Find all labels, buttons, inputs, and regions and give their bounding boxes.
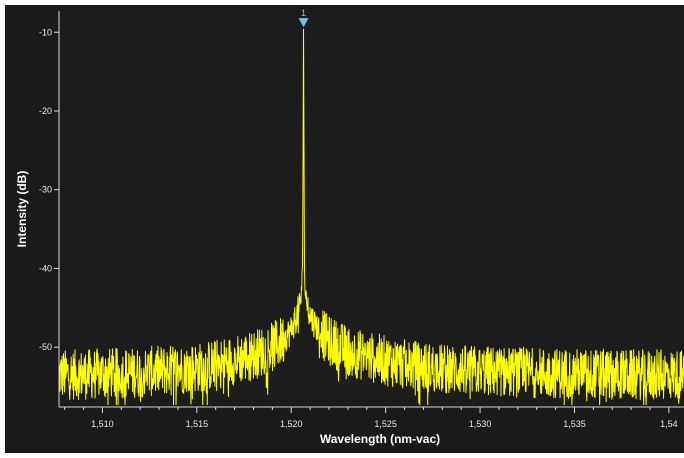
peak-marker-label: 1 bbox=[301, 8, 306, 18]
x-tick-label: 1,520 bbox=[280, 419, 303, 429]
trace-group bbox=[58, 28, 684, 406]
y-axis-title: Intensity (dB) bbox=[15, 171, 29, 248]
y-axis-ticks: -10 -20 -30 -40 -50 bbox=[39, 27, 59, 352]
x-tick-label: 1,515 bbox=[186, 419, 209, 429]
x-tick-label: 1,535 bbox=[563, 419, 586, 429]
x-tick-label: 1,54 bbox=[660, 419, 678, 429]
x-axis-ticks: 1,510 1,515 1,520 1,525 1,530 1,535 1,54 bbox=[64, 407, 678, 429]
peak-marker-triangle bbox=[298, 18, 309, 28]
x-tick-label: 1,530 bbox=[469, 419, 492, 429]
y-tick-label: -30 bbox=[39, 185, 52, 195]
y-tick-label: -40 bbox=[39, 263, 52, 273]
y-tick-label: -10 bbox=[39, 27, 52, 37]
peak-marker-group: 1 bbox=[298, 8, 309, 28]
x-tick-label: 1,525 bbox=[374, 419, 397, 429]
x-axis-title: Wavelength (nm-vac) bbox=[320, 432, 440, 446]
y-tick-label: -20 bbox=[39, 106, 52, 116]
x-tick-label: 1,510 bbox=[91, 419, 114, 429]
spectrum-trace-line bbox=[58, 28, 684, 406]
y-tick-label: -50 bbox=[39, 342, 52, 352]
